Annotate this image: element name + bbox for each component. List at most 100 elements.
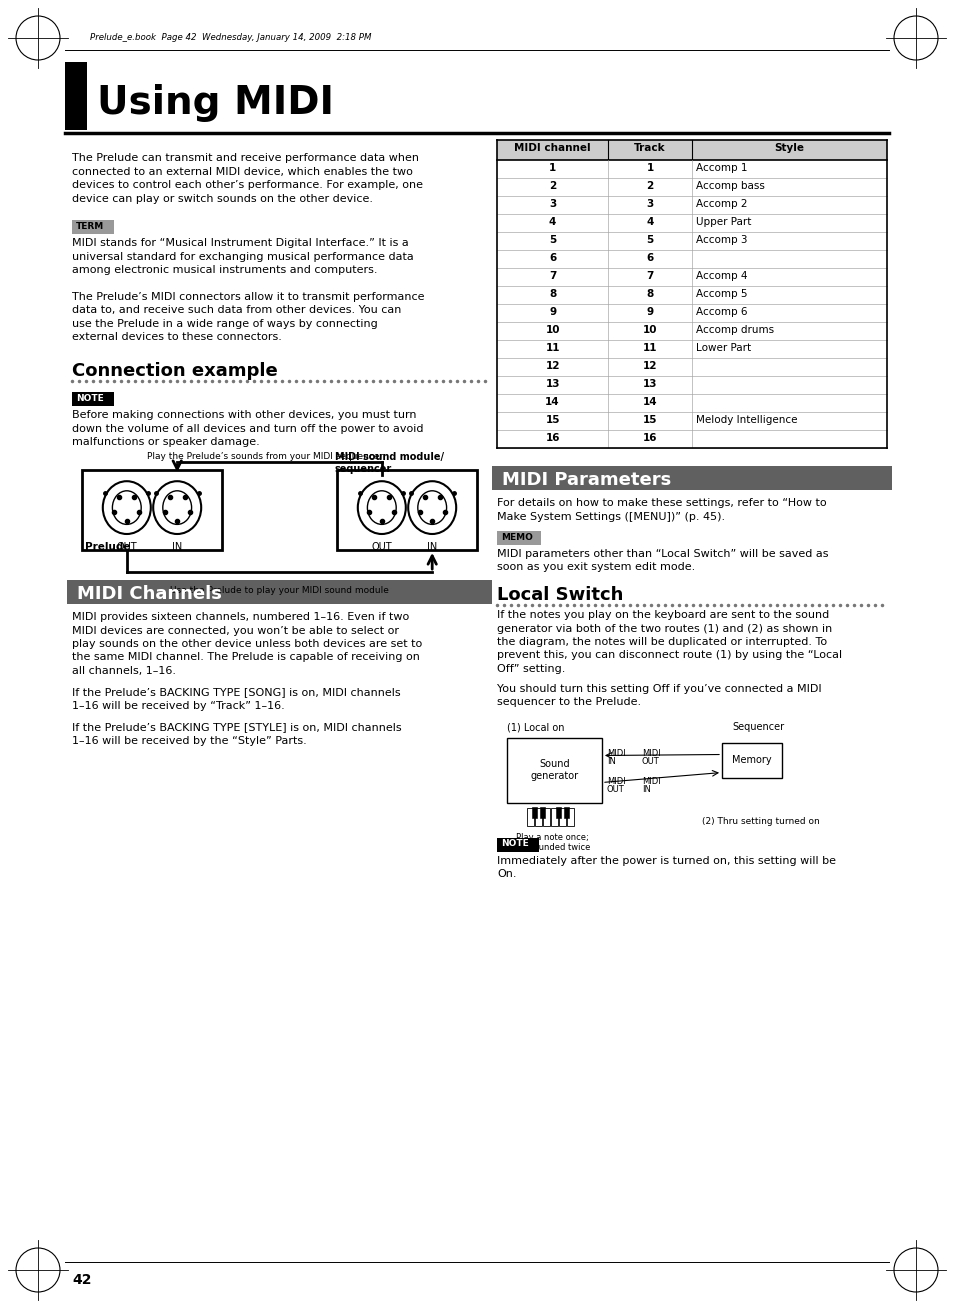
Bar [556, 807, 560, 818]
Text: Prelude_e.book  Page 42  Wednesday, January 14, 2009  2:18 PM: Prelude_e.book Page 42 Wednesday, Januar… [90, 33, 371, 42]
Text: 11: 11 [642, 343, 657, 353]
Text: TERM: TERM [76, 222, 104, 232]
Text: 4: 4 [646, 217, 653, 228]
Text: MIDI parameters other than “Local Switch” will be saved as: MIDI parameters other than “Local Switch… [497, 549, 827, 559]
Text: device can play or switch sounds on the other device.: device can play or switch sounds on the … [71, 194, 373, 204]
Text: 14: 14 [545, 398, 559, 407]
Text: down the volume of all devices and turn off the power to avoid: down the volume of all devices and turn … [71, 424, 423, 433]
Bar [566, 807, 574, 825]
Bar [563, 807, 568, 818]
Text: IN: IN [641, 786, 650, 794]
Text: MIDI sound module/
sequencer: MIDI sound module/ sequencer [335, 453, 443, 473]
Bar [542, 807, 550, 825]
Text: MIDI: MIDI [641, 749, 660, 759]
Text: universal standard for exchanging musical performance data: universal standard for exchanging musica… [71, 251, 414, 262]
Text: Connection example: Connection example [71, 362, 277, 381]
Text: MIDI devices are connected, you won’t be able to select or: MIDI devices are connected, you won’t be… [71, 625, 398, 636]
Text: Accomp 6: Accomp 6 [696, 307, 747, 317]
Text: 16: 16 [642, 433, 657, 443]
Text: Immediately after the power is turned on, this setting will be: Immediately after the power is turned on… [497, 855, 835, 866]
Text: 14: 14 [642, 398, 657, 407]
Text: connected to an external MIDI device, which enables the two: connected to an external MIDI device, wh… [71, 166, 413, 177]
Text: Use the Prelude to play your MIDI sound module: Use the Prelude to play your MIDI sound … [170, 586, 389, 595]
Text: 3: 3 [548, 199, 556, 209]
Text: OUT: OUT [116, 542, 137, 552]
Bar [558, 807, 565, 825]
Bar [539, 807, 544, 818]
Text: 9: 9 [646, 307, 653, 317]
Text: Accomp bass: Accomp bass [696, 181, 764, 191]
Text: MIDI: MIDI [641, 777, 660, 786]
Text: For details on how to make these settings, refer to “How to: For details on how to make these setting… [497, 498, 825, 508]
Text: Accomp 3: Accomp 3 [696, 235, 747, 245]
Text: IN: IN [427, 542, 436, 552]
Text: Local Switch: Local Switch [497, 586, 622, 604]
Text: MIDI: MIDI [606, 749, 625, 759]
Text: 7: 7 [646, 271, 653, 281]
Text: soon as you exit system edit mode.: soon as you exit system edit mode. [497, 562, 695, 573]
Text: among electronic musical instruments and computers.: among electronic musical instruments and… [71, 266, 377, 275]
Text: Upper Part: Upper Part [696, 217, 751, 228]
Bar [492, 466, 891, 490]
Text: Accomp 4: Accomp 4 [696, 271, 747, 281]
Text: Before making connections with other devices, you must turn: Before making connections with other dev… [71, 409, 416, 420]
Text: Melody Intelligence: Melody Intelligence [696, 415, 797, 425]
Text: 1: 1 [548, 164, 556, 173]
Bar [82, 470, 222, 549]
Bar [506, 738, 601, 803]
Bar [526, 807, 534, 825]
Text: Sequencer: Sequencer [731, 722, 783, 732]
Text: malfunctions or speaker damage.: malfunctions or speaker damage. [71, 437, 259, 447]
Text: 9: 9 [548, 307, 556, 317]
Text: MIDI: MIDI [606, 777, 625, 786]
Text: 1–16 will be received by “Track” 1–16.: 1–16 will be received by “Track” 1–16. [71, 701, 284, 712]
Text: NOTE: NOTE [500, 840, 528, 849]
Bar [71, 220, 113, 234]
Text: 2: 2 [548, 181, 556, 191]
Bar [65, 61, 87, 129]
Text: MIDI Parameters: MIDI Parameters [501, 471, 671, 489]
Text: On.: On. [497, 869, 516, 879]
Text: You should turn this setting Off if you’ve connected a MIDI: You should turn this setting Off if you’… [497, 684, 821, 693]
Text: 5: 5 [646, 235, 653, 245]
Text: MIDI provides sixteen channels, numbered 1–16. Even if two: MIDI provides sixteen channels, numbered… [71, 612, 409, 623]
Text: MIDI channel: MIDI channel [514, 143, 590, 153]
Text: MEMO: MEMO [500, 532, 533, 542]
Text: 15: 15 [545, 415, 559, 425]
Text: Memory: Memory [731, 755, 771, 765]
Text: OUT: OUT [371, 542, 392, 552]
Text: 13: 13 [545, 379, 559, 388]
Text: IN: IN [172, 542, 182, 552]
Text: 8: 8 [548, 289, 556, 300]
Text: Accomp drums: Accomp drums [696, 324, 773, 335]
Text: all channels, 1–16.: all channels, 1–16. [71, 666, 175, 676]
Text: Make System Settings ([MENU])” (p. 45).: Make System Settings ([MENU])” (p. 45). [497, 511, 724, 522]
Text: use the Prelude in a wide range of ways by connecting: use the Prelude in a wide range of ways … [71, 319, 377, 330]
Text: 2: 2 [646, 181, 653, 191]
Text: 13: 13 [642, 379, 657, 388]
Text: If the notes you play on the keyboard are sent to the sound: If the notes you play on the keyboard ar… [497, 610, 828, 620]
Text: 1: 1 [646, 164, 653, 173]
Text: the same MIDI channel. The Prelude is capable of receiving on: the same MIDI channel. The Prelude is ca… [71, 653, 419, 662]
Text: The Prelude can transmit and receive performance data when: The Prelude can transmit and receive per… [71, 153, 418, 164]
Text: devices to control each other’s performance. For example, one: devices to control each other’s performa… [71, 181, 422, 190]
Text: play sounds on the other device unless both devices are set to: play sounds on the other device unless b… [71, 640, 422, 649]
Text: Sound
generator: Sound generator [530, 759, 578, 781]
Text: external devices to these connectors.: external devices to these connectors. [71, 332, 281, 343]
Bar [336, 470, 476, 549]
Text: (1) Local on: (1) Local on [506, 722, 564, 732]
Bar [497, 140, 886, 160]
Bar [71, 392, 113, 405]
Text: MIDI stands for “Musical Instrument Digital Interface.” It is a: MIDI stands for “Musical Instrument Digi… [71, 238, 408, 249]
Text: 1–16 will be received by the “Style” Parts.: 1–16 will be received by the “Style” Par… [71, 736, 307, 746]
Text: 6: 6 [646, 252, 653, 263]
Text: 10: 10 [642, 324, 657, 335]
Bar [497, 837, 538, 852]
Text: 8: 8 [646, 289, 653, 300]
Text: 12: 12 [545, 361, 559, 371]
Text: Accomp 2: Accomp 2 [696, 199, 747, 209]
Bar [67, 579, 492, 604]
Text: 15: 15 [642, 415, 657, 425]
Text: NOTE: NOTE [76, 394, 104, 403]
Bar [535, 807, 541, 825]
